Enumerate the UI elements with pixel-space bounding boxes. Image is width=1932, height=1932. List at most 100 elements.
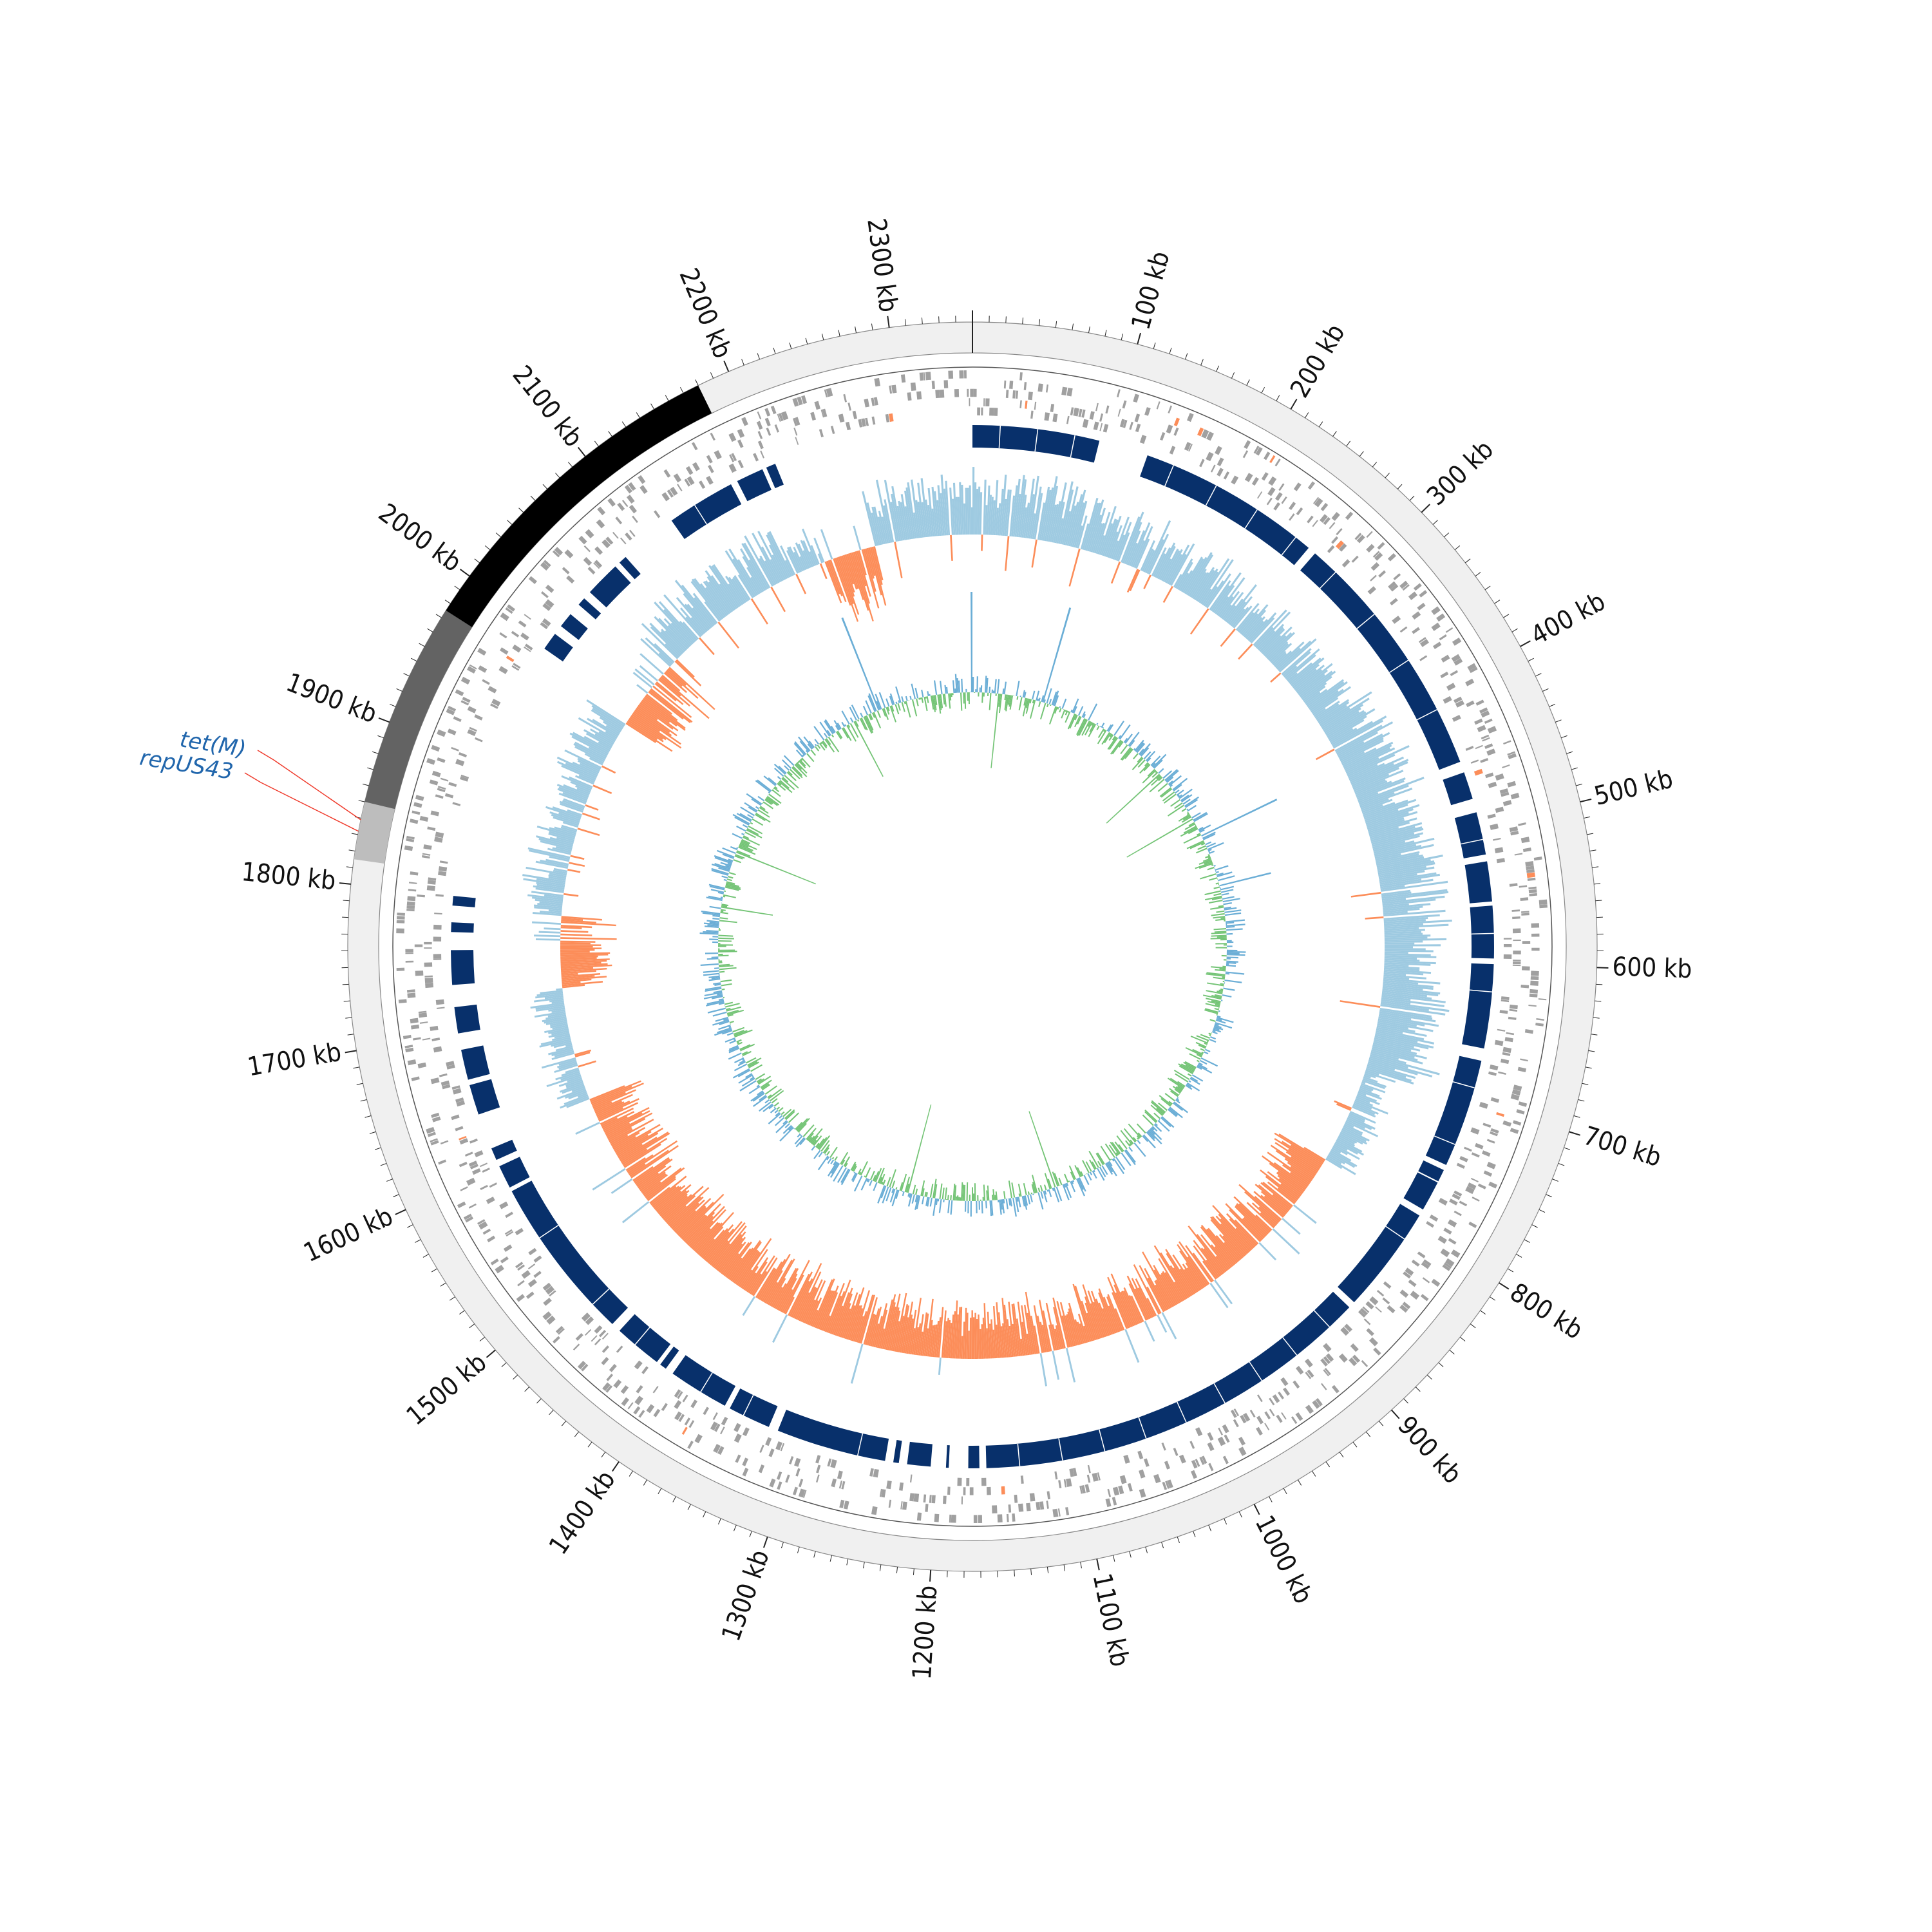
gene-feature (455, 689, 464, 696)
gc-content-bar (863, 549, 876, 592)
gc-content-bar (1122, 1290, 1139, 1325)
gc-content-bar (1325, 711, 1367, 737)
gc-content-bar (1345, 757, 1379, 774)
gc-content-bar (1191, 572, 1209, 599)
gc-content-bar (1177, 1244, 1207, 1287)
gene-feature (1293, 1380, 1300, 1389)
gc-skew-bar (983, 692, 985, 697)
gene-feature (1167, 1479, 1173, 1488)
gc-content-bar (1370, 828, 1424, 844)
gc-content-bar (1383, 909, 1446, 916)
gc-skew-bar (766, 797, 778, 806)
gc-content-bar (1220, 1223, 1249, 1255)
gc-content-bar (884, 499, 895, 543)
gc-content-bar (923, 1328, 929, 1356)
gc-content-bar (561, 970, 596, 974)
gc-content-bar (1384, 923, 1449, 929)
gc-content-bar (1170, 543, 1195, 586)
gc-skew-bar (914, 687, 919, 699)
gc-skew-bar (714, 863, 731, 869)
gc-skew-bar (752, 1092, 765, 1102)
gc-content-bar (556, 761, 596, 780)
gc-skew-bar (837, 730, 843, 739)
major-tick (1596, 967, 1609, 969)
gc-content-bar (1359, 1088, 1380, 1097)
gc-content-bar (1212, 1205, 1254, 1250)
gene-feature (639, 485, 648, 495)
gene-feature (616, 1345, 623, 1353)
gc-content-bar (629, 1150, 669, 1177)
gc-content-bar (1384, 956, 1417, 960)
gc-skew-bar (743, 836, 760, 846)
gc-skew-bar (1088, 1150, 1099, 1168)
gc-skew-bar (1133, 753, 1139, 760)
gc-content-bar (1360, 798, 1389, 810)
gc-content-bar (686, 1215, 714, 1245)
gc-skew-bar (1218, 1007, 1220, 1009)
gc-content-bar (584, 753, 604, 764)
gc-content-bar (563, 798, 585, 808)
gc-content-bar (678, 1202, 714, 1237)
gene-feature (1503, 938, 1512, 940)
gc-skew-bar (737, 1069, 751, 1077)
gene-feature (931, 1495, 936, 1504)
gc-skew-bar (768, 791, 770, 794)
gc-content-bar (1214, 1246, 1233, 1268)
tick-label-700kb: 700 kb (1580, 1121, 1665, 1173)
gc-content-bar (665, 643, 680, 658)
gc-content-bar (1365, 808, 1414, 825)
gene-feature (573, 1343, 580, 1350)
conserved-block-10 (1403, 1172, 1438, 1210)
gc-skew-bar (1185, 1046, 1203, 1057)
gene-feature (1361, 1359, 1368, 1367)
gene-feature (396, 928, 404, 934)
gc-skew-bar (1170, 1077, 1185, 1088)
gc-skew-bar (1220, 889, 1234, 893)
gene-feature (1528, 1004, 1537, 1007)
gene-feature (873, 397, 878, 406)
gc-skew-bar (834, 1156, 838, 1161)
gc-content-bar (925, 499, 931, 537)
gc-content-bar (656, 1190, 681, 1213)
gc-content-bar (1384, 927, 1419, 931)
gc-skew-bar (901, 696, 904, 703)
gc-content-bar (665, 670, 683, 687)
conserved-block-25 (469, 1079, 500, 1115)
tick-label-1200kb: 1200 kb (907, 1584, 943, 1680)
gene-feature (408, 889, 417, 892)
gene-feature (430, 1140, 439, 1146)
gc-content-bar (1039, 1321, 1047, 1353)
gc-content-bar (597, 1098, 639, 1119)
gc-skew-bar (1208, 857, 1211, 859)
gc-content-bar (1355, 1097, 1374, 1106)
gene-feature (397, 913, 405, 916)
gene-feature (504, 1229, 513, 1235)
gc-skew-bar (699, 932, 719, 935)
gc-content-bar (690, 617, 706, 634)
gc-skew-bar (1077, 706, 1084, 716)
gc-content-bar (643, 696, 686, 729)
gc-content-bar (1253, 1191, 1284, 1218)
gene-feature (1215, 446, 1222, 455)
gc-skew-bar (755, 780, 772, 793)
gene-feature (1513, 951, 1521, 954)
gc-content-bar (1354, 1101, 1372, 1110)
gene-feature (776, 1471, 782, 1480)
gc-content-bar (605, 1110, 650, 1135)
gc-skew-bar (1183, 826, 1197, 834)
gene-feature (1501, 791, 1510, 797)
gc-skew-bar (840, 1168, 849, 1183)
gc-skew-bar (883, 708, 889, 720)
gc-content-bar (856, 551, 871, 597)
gene-feature (438, 1159, 447, 1165)
tick-label-200kb: 200 kb (1285, 319, 1351, 403)
gene-feature (1470, 1127, 1480, 1135)
gc-skew-bar (1168, 1101, 1173, 1105)
gene-feature (1188, 444, 1193, 452)
gene-feature (1352, 1354, 1361, 1363)
gc-content-bar (684, 603, 708, 632)
gc-content-bar (768, 531, 793, 577)
gc-skew-bar (739, 844, 753, 851)
gc-content-bar (564, 749, 602, 769)
gc-content-bar (1361, 1079, 1385, 1090)
